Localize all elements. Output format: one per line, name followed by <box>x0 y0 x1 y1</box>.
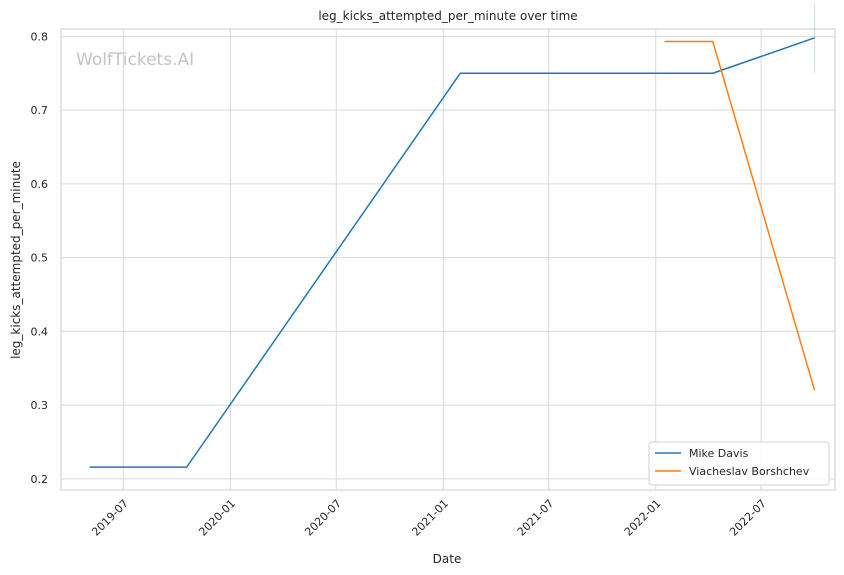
x-tick-label: 2021-01 <box>409 497 451 539</box>
y-tick-label: 0.5 <box>31 252 49 265</box>
legend-box <box>648 441 830 486</box>
chart-title: leg_kicks_attempted_per_minute over time <box>318 9 577 23</box>
x-tick-label: 2022-01 <box>622 497 664 539</box>
y-tick-label: 0.2 <box>31 473 49 486</box>
x-tick-label: 2021-07 <box>515 497 557 539</box>
legend: Mike Davis Viacheslav Borshchev <box>648 441 830 486</box>
watermark: WolfTickets.AI <box>76 50 194 70</box>
plot-area <box>60 28 836 491</box>
y-tick-label: 0.7 <box>31 104 49 117</box>
y-axis-title: leg_kicks_attempted_per_minute <box>9 161 23 359</box>
series-line-viacheslav-borshchev <box>664 40 816 391</box>
y-tick-label: 0.6 <box>31 178 49 191</box>
series-line-mike-davis <box>89 37 815 468</box>
x-axis-title: Date <box>433 552 462 566</box>
y-tick-label: 0.4 <box>31 325 49 338</box>
grid-lines <box>61 29 835 490</box>
y-tick-label: 0.8 <box>31 30 49 43</box>
x-tick-label: 2020-07 <box>302 497 344 539</box>
x-tick-label: 2019-07 <box>89 497 131 539</box>
legend-label-mike-davis: Mike Davis <box>689 447 749 460</box>
legend-label-viacheslav-borshchev: Viacheslav Borshchev <box>689 465 810 478</box>
y-tick-label: 0.3 <box>31 399 49 412</box>
y-axis-ticks: 0.2 0.3 0.4 0.5 0.6 0.7 0.8 <box>31 30 49 486</box>
x-axis-ticks: 2019-07 2020-01 2020-07 2021-01 2021-07 2022-… <box>89 497 769 539</box>
series-lines <box>89 3 816 468</box>
x-tick-label: 2020-01 <box>196 497 238 539</box>
x-tick-label: 2022-07 <box>727 497 769 539</box>
plot-frame <box>60 28 836 491</box>
